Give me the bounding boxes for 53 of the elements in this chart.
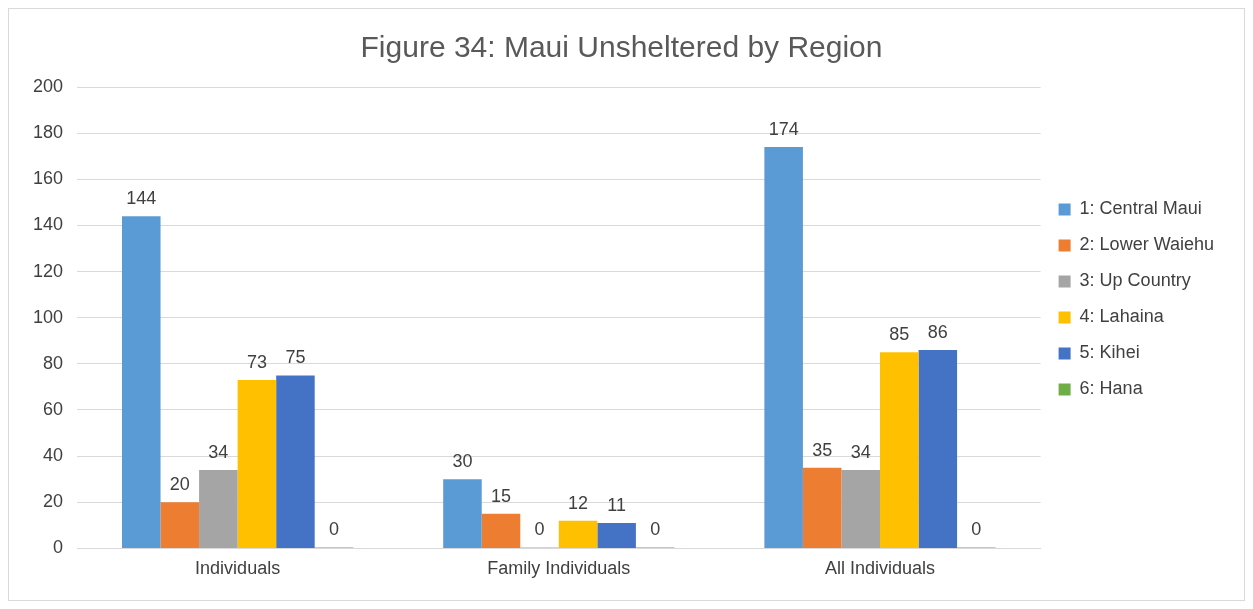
data-label: 0	[971, 519, 982, 540]
data-label: 73	[246, 351, 267, 372]
data-label: 0	[650, 519, 661, 540]
y-tick-label: 40	[43, 445, 64, 466]
bar	[237, 379, 277, 548]
bar	[597, 523, 636, 548]
data-label: 85	[889, 324, 910, 345]
y-tick-label: 0	[53, 537, 64, 558]
y-tick-label: 80	[43, 352, 64, 373]
y-tick-label: 100	[32, 306, 64, 327]
data-label: 174	[768, 118, 799, 139]
legend-label: 1: Central Maui	[1079, 198, 1202, 219]
data-label: 15	[490, 485, 512, 506]
bar	[160, 502, 200, 548]
data-label: 20	[169, 474, 190, 495]
data-label: 75	[285, 347, 306, 368]
x-tick-label: Individuals	[195, 558, 281, 579]
y-tick-label: 20	[43, 491, 64, 512]
bar	[443, 479, 482, 548]
legend-label: 4: Lahaina	[1079, 306, 1165, 327]
bar	[122, 216, 161, 548]
data-label: 86	[927, 321, 948, 342]
x-tick-label: Family Individuals	[487, 558, 631, 579]
bar	[199, 469, 238, 548]
chart-title: Figure 34: Maui Unsheltered by Region	[360, 30, 883, 64]
y-tick-label: 200	[32, 75, 64, 96]
bar	[880, 352, 919, 548]
data-label: 12	[568, 492, 589, 513]
bar	[764, 146, 803, 548]
data-label: 144	[126, 188, 157, 209]
bar	[802, 467, 842, 548]
bar	[841, 469, 880, 548]
data-label: 35	[812, 439, 833, 460]
y-tick-label: 60	[43, 398, 64, 419]
bar	[918, 350, 958, 548]
legend-label: 3: Up Country	[1079, 270, 1191, 291]
x-tick-label: All Individuals	[824, 558, 936, 579]
bar	[481, 513, 521, 548]
y-tick-label: 160	[32, 168, 64, 189]
y-tick-label: 180	[32, 122, 64, 143]
y-tick-label: 140	[32, 214, 64, 235]
data-label: 34	[850, 441, 871, 462]
data-label: 0	[328, 519, 339, 540]
bar	[558, 520, 598, 548]
legend-label: 2: Lower Waiehu	[1079, 234, 1214, 255]
data-label: 0	[534, 519, 545, 540]
y-tick-label: 120	[32, 260, 64, 281]
legend-label: 5: Kihei	[1079, 342, 1140, 363]
data-label: 34	[208, 441, 229, 462]
legend-label: 6: Hana	[1079, 378, 1144, 399]
data-label: 30	[452, 451, 473, 472]
bar	[276, 375, 315, 548]
data-label: 11	[607, 494, 626, 515]
